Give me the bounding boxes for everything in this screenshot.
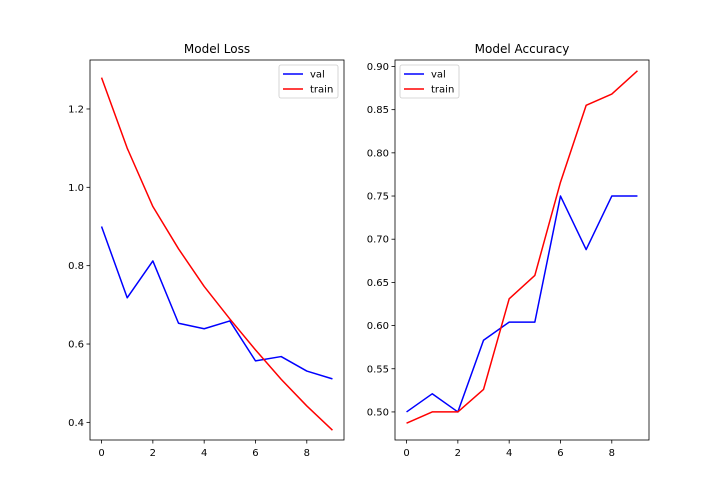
loss-x-tick-label: 8	[304, 448, 310, 459]
accuracy-y-tick-label: 0.60	[367, 321, 389, 332]
loss-legend-train-label: train	[310, 85, 333, 96]
loss-y-tick-label: 1.2	[68, 104, 84, 115]
loss-plot-frame	[89, 59, 345, 441]
accuracy-val-line	[406, 195, 638, 413]
loss-train-line	[100, 77, 333, 431]
loss-y-tick-label: 0.6	[68, 340, 84, 351]
accuracy-y-tick-label: 0.75	[367, 192, 389, 203]
accuracy-chart: Model Accuracy 0 2 4 6 8 0.50 0.55 0.60 0.65 0.70 0…	[367, 42, 650, 459]
loss-y-tick-label: 1.0	[68, 183, 84, 194]
accuracy-train-line	[406, 70, 638, 424]
accuracy-y-tick-label: 0.85	[367, 105, 389, 116]
loss-x-tick-label: 6	[252, 448, 258, 459]
accuracy-y-tick-label: 0.55	[367, 364, 389, 375]
loss-legend-val-label: val	[310, 70, 325, 81]
accuracy-y-tick-label: 0.50	[367, 407, 389, 418]
loss-val-line	[100, 226, 333, 380]
loss-y-tick-label: 0.4	[68, 418, 84, 429]
loss-x-tick-label: 2	[150, 448, 156, 459]
accuracy-legend-train-label: train	[431, 85, 454, 96]
accuracy-y-tick-label: 0.70	[367, 235, 389, 246]
accuracy-x-tick-label: 2	[455, 448, 461, 459]
accuracy-x-tick-label: 4	[506, 448, 512, 459]
accuracy-y-tick-label: 0.80	[367, 148, 389, 159]
loss-legend: val train	[278, 64, 339, 99]
accuracy-y-tick-label: 0.90	[367, 62, 389, 73]
accuracy-legend: val train	[399, 64, 460, 99]
accuracy-y-tick-label: 0.65	[367, 278, 389, 289]
accuracy-legend-val-label: val	[431, 70, 446, 81]
loss-y-tick-label: 0.8	[68, 261, 84, 272]
accuracy-x-tick-label: 6	[557, 448, 563, 459]
loss-chart: Model Loss 0 2 4 6 8 0.4 0.6 0.8 1.0 1.2 val train	[68, 42, 345, 459]
accuracy-x-tick-label: 8	[609, 448, 615, 459]
accuracy-plot-frame	[394, 59, 650, 441]
loss-x-tick-label: 4	[201, 448, 207, 459]
accuracy-x-tick-label: 0	[403, 448, 409, 459]
accuracy-chart-title: Model Accuracy	[475, 42, 570, 56]
loss-x-tick-label: 0	[98, 448, 104, 459]
loss-chart-title: Model Loss	[184, 42, 250, 56]
